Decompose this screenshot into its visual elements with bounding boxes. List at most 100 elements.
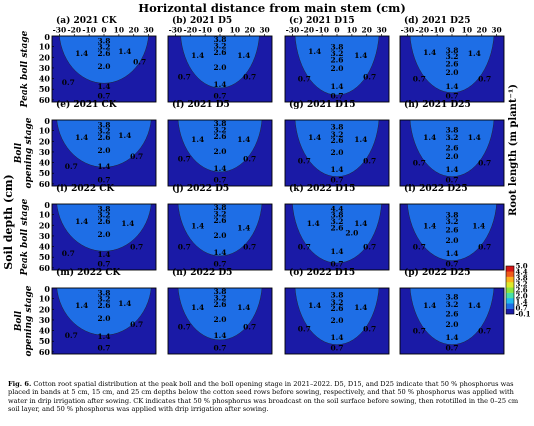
contour-label: 0.7 bbox=[65, 162, 78, 171]
contour-label: 0.7 bbox=[413, 159, 426, 168]
colorbar-tick-label: 0.7 bbox=[516, 304, 528, 313]
y-tick-label: 0 bbox=[44, 116, 50, 126]
contour-label: 3.8 bbox=[213, 119, 226, 128]
x-tick-label: 10 bbox=[114, 26, 124, 35]
panel-n: (n) 2022 D5 3.83.22.6 1.4 1.4 2.0 0.7 0.7 1.4 0.… bbox=[167, 267, 273, 355]
contour-label: 0.7 bbox=[413, 75, 426, 84]
contour-label: 3.8 bbox=[445, 126, 458, 135]
contour-label: 1.4 bbox=[308, 301, 321, 310]
contour-label: 2.6 bbox=[330, 223, 343, 232]
contour-label: 1.4 bbox=[213, 164, 226, 173]
contour-label: 0.7 bbox=[413, 327, 426, 336]
contour-label: 1.4 bbox=[423, 133, 436, 142]
y-tick-label: 0 bbox=[44, 200, 50, 210]
contour-label: 3.2 bbox=[213, 42, 226, 51]
contour-label: 1.4 bbox=[330, 247, 343, 256]
panel-label: (j) 2022 D5 bbox=[172, 183, 229, 194]
y-tick-label: 40 bbox=[39, 326, 51, 336]
contour-label: 2.0 bbox=[213, 147, 226, 156]
contour-label: 1.4 bbox=[354, 135, 367, 144]
contour-label: 0.7 bbox=[413, 243, 426, 252]
colorbar-tick-label: 2.6 bbox=[516, 286, 528, 295]
panel-frame bbox=[399, 119, 505, 187]
y-tick-label: 30 bbox=[39, 147, 51, 157]
y-tick-label: 20 bbox=[39, 220, 51, 230]
panel-frame bbox=[399, 203, 505, 271]
contour-band bbox=[177, 120, 263, 173]
y-tick-label: 30 bbox=[39, 231, 51, 241]
contour-label: 3.2 bbox=[330, 217, 343, 226]
contour-label: 2.6 bbox=[445, 310, 458, 319]
contour-label: 0.7 bbox=[445, 260, 458, 269]
contour-label: 3.8 bbox=[330, 290, 343, 299]
contour-label: 1.4 bbox=[97, 250, 110, 259]
contour-label: 3.2 bbox=[445, 217, 458, 226]
contour-label: 2.6 bbox=[213, 216, 226, 225]
y-tick-label: 50 bbox=[39, 252, 51, 262]
contour-label: 3.8 bbox=[445, 293, 458, 302]
contour-label: 3.8 bbox=[97, 204, 110, 213]
contour-label: 2.0 bbox=[330, 148, 343, 157]
x-tick-label: 0 bbox=[101, 26, 106, 35]
x-tick-label: -20 bbox=[416, 26, 430, 35]
x-tick-label: -30 bbox=[53, 26, 67, 35]
y-tick-label: 50 bbox=[39, 336, 51, 346]
contour-label: 2.6 bbox=[330, 136, 343, 145]
colorbar-band bbox=[506, 266, 514, 272]
colorbar-tick-label: 3.2 bbox=[516, 280, 528, 289]
colorbar-band bbox=[506, 303, 514, 309]
contour-field bbox=[400, 288, 504, 354]
x-tick-label: 30 bbox=[143, 26, 153, 35]
contour-label: 1.4 bbox=[330, 333, 343, 342]
contour-field bbox=[285, 204, 389, 270]
contour-label: 0.7 bbox=[445, 344, 458, 353]
contour-label: 3.8 bbox=[213, 35, 226, 44]
panel-label: (i) 2022 CK bbox=[56, 183, 115, 194]
contour-label: 3.2 bbox=[97, 211, 110, 220]
y-tick-label: 40 bbox=[39, 74, 51, 84]
panel-frame bbox=[284, 287, 390, 355]
contour-label: 1.4 bbox=[97, 82, 110, 91]
contour-label: 1.4 bbox=[237, 51, 250, 60]
y-tick-label: 60 bbox=[39, 179, 51, 189]
contour-label: 0.7 bbox=[478, 327, 491, 336]
contour-label: 3.2 bbox=[97, 43, 110, 52]
x-tick-label: 20 bbox=[476, 26, 486, 35]
contour-label: 0.7 bbox=[130, 320, 143, 329]
contour-label: 1.4 bbox=[191, 51, 204, 60]
panel-frame bbox=[167, 287, 273, 355]
y-tick-label: 10 bbox=[39, 294, 51, 304]
contour-label: 1.4 bbox=[468, 301, 481, 310]
contour-label: 0.7 bbox=[363, 324, 376, 333]
y-tick-label: 60 bbox=[39, 263, 51, 273]
panel-frame bbox=[167, 119, 273, 187]
x-tick-label: -30 bbox=[286, 26, 300, 35]
contour-label: 3.8 bbox=[330, 43, 343, 52]
x-tick-label: 0 bbox=[449, 26, 454, 35]
contour-label: 0.7 bbox=[243, 243, 256, 252]
contour-label: 3.8 bbox=[330, 211, 343, 220]
x-tick-label: 20 bbox=[361, 26, 371, 35]
contour-field bbox=[400, 204, 504, 270]
contour-label: 0.7 bbox=[97, 344, 110, 353]
row-label: Peak boll stage bbox=[20, 198, 30, 276]
contour-label: 2.0 bbox=[97, 314, 110, 323]
contour-field bbox=[168, 204, 272, 270]
contour-label: 2.0 bbox=[97, 146, 110, 155]
contour-band bbox=[409, 288, 495, 345]
contour-label: 3.2 bbox=[97, 295, 110, 304]
y-tick-label: 10 bbox=[39, 210, 51, 220]
contour-label: 4.4 bbox=[330, 204, 343, 213]
x-tick-label: 10 bbox=[230, 26, 240, 35]
contour-label: 2.6 bbox=[97, 133, 110, 142]
panel-label: (o) 2022 D15 bbox=[289, 267, 355, 278]
panel-frame bbox=[51, 119, 157, 187]
contour-label: 3.8 bbox=[97, 288, 110, 297]
colorbar-tick-label: 3.8 bbox=[516, 274, 528, 283]
colorbar-band bbox=[506, 287, 514, 293]
contour-label: 3.8 bbox=[213, 203, 226, 212]
contour-label: 1.4 bbox=[237, 135, 250, 144]
x-tick-label: 20 bbox=[128, 26, 138, 35]
panel-label: (p) 2022 D25 bbox=[404, 267, 470, 278]
